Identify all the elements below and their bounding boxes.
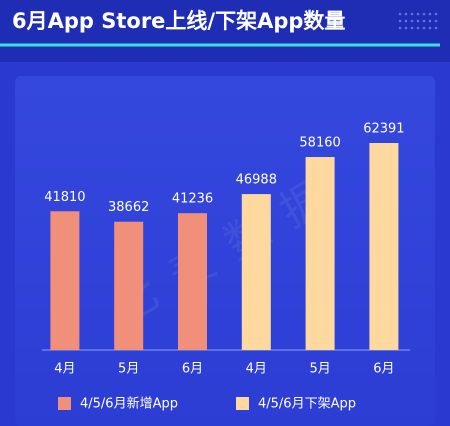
x-tick-label: 6月 — [373, 362, 394, 377]
data-label: 58160 — [299, 136, 340, 151]
x-tick-label: 4月 — [246, 362, 267, 377]
data-label: 46988 — [236, 173, 277, 188]
bar — [178, 213, 207, 350]
legend-label: 4/5/6月新增App — [80, 396, 178, 412]
bar — [114, 221, 144, 350]
legend-swatch — [58, 397, 71, 410]
data-label: 41236 — [172, 192, 213, 207]
x-tick-label: 4月 — [54, 362, 75, 377]
bar — [305, 157, 335, 350]
bar — [241, 194, 271, 350]
x-tick-label: 5月 — [118, 362, 139, 377]
x-tick-label: 6月 — [182, 362, 203, 377]
data-label: 38662 — [108, 200, 149, 215]
dot-icon — [398, 12, 438, 30]
chart-title: 6月App Store上线/下架App数量 — [12, 9, 345, 33]
bar — [369, 143, 399, 350]
legend-label: 4/5/6月下架App — [258, 397, 356, 412]
data-label: 41810 — [44, 190, 85, 205]
header — [0, 0, 450, 62]
bar — [50, 211, 80, 350]
x-tick-label: 5月 — [309, 362, 330, 377]
data-label: 62391 — [363, 122, 404, 137]
legend-swatch — [236, 397, 249, 410]
